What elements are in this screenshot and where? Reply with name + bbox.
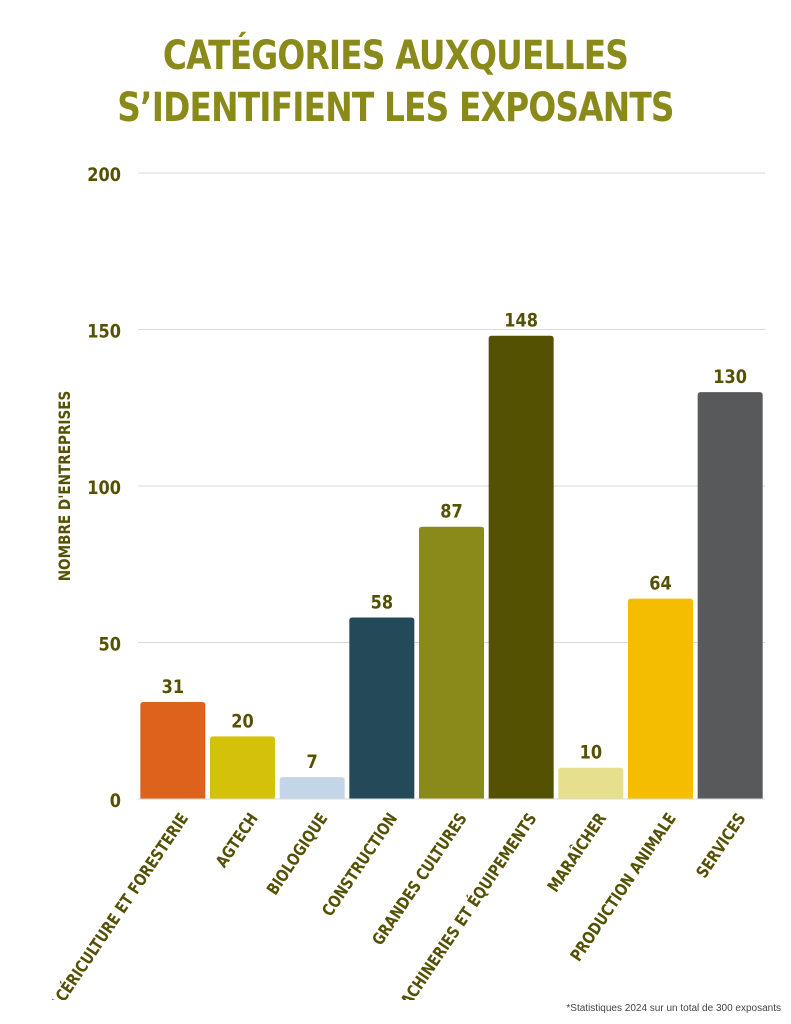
bar-9 [697, 392, 763, 799]
data-label-9: 130 [713, 367, 747, 389]
y-tick-label-50: 50 [99, 634, 121, 656]
bar-8 [628, 598, 693, 799]
bar-3 [279, 777, 345, 799]
data-label-6: 148 [504, 311, 538, 333]
y-tick-label-200: 200 [87, 165, 121, 187]
chart-title-line-1: CATÉGORIES AUXQUELLES [162, 33, 629, 79]
data-label-4: 58 [371, 592, 393, 614]
bar-4 [349, 617, 415, 799]
bar-2 [210, 736, 275, 799]
bar-chart: 0 50 100 150 200 NOMBRE D'ENTREPRISES 31 ACÉRIC… [45, 165, 765, 1000]
data-label-7: 10 [580, 743, 602, 765]
bar-6 [488, 335, 554, 799]
x-tick-label-1: ACÉRICULTURE ET FORESTERIE [45, 809, 193, 1000]
chart-title-line-2: S’IDENTIFIENT LES EXPOSANTS [117, 85, 674, 131]
data-label-1: 31 [162, 677, 184, 699]
x-tick-label-7: MARAÎCHER [543, 809, 611, 896]
y-axis-label: NOMBRE D'ENTREPRISES [56, 391, 74, 582]
y-tick-label-150: 150 [87, 321, 121, 343]
data-label-3: 7 [307, 752, 318, 774]
bar-1 [140, 701, 206, 799]
x-tick-label-4: CONSTRUCTION [318, 809, 401, 920]
data-label-2: 20 [231, 711, 253, 733]
footnote: *Statistiques 2024 sur un total de 300 e… [566, 1003, 781, 1014]
x-tick-label-2: AGTECH [212, 809, 262, 871]
bar-7 [558, 767, 624, 799]
x-tick-label-9: SERVICES [692, 809, 750, 881]
y-tick-label-0: 0 [110, 791, 121, 813]
x-tick-label-3: BIOLOGIQUE [263, 809, 332, 898]
data-label-8: 64 [649, 574, 671, 596]
bar-5 [419, 526, 484, 799]
y-tick-label-100: 100 [87, 478, 121, 500]
chart-title: CATÉGORIES AUXQUELLES S’IDENTIFIENT LES … [71, 30, 720, 134]
data-label-5: 87 [440, 502, 462, 524]
